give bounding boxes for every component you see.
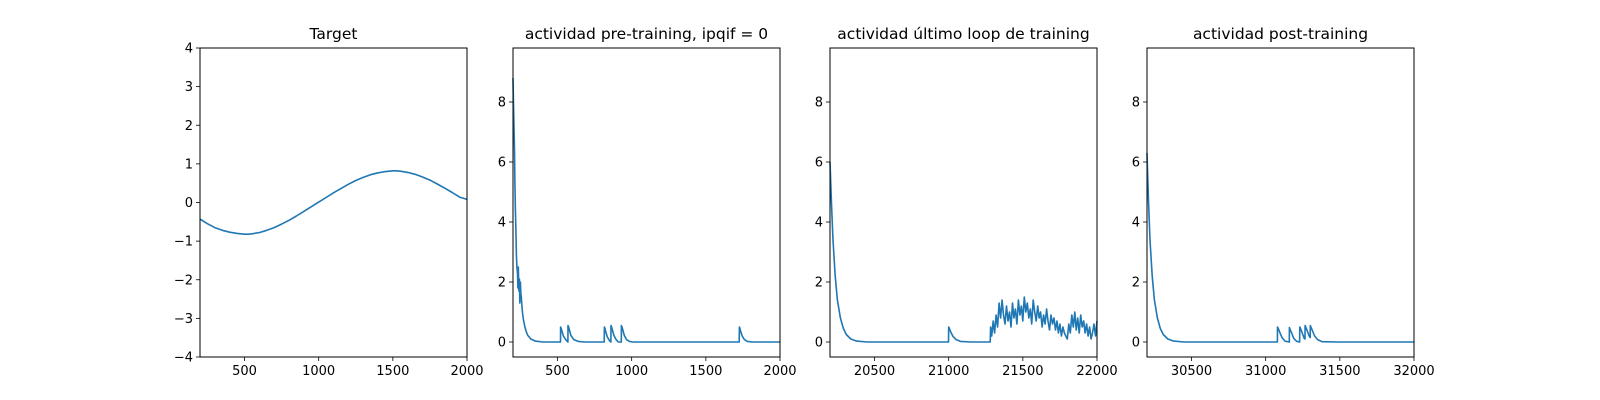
x-tick-label: 2000 (763, 364, 796, 379)
axes-frame (512, 47, 781, 358)
y-tick-label: 8 (498, 96, 506, 111)
axes-frame (829, 47, 1098, 358)
y-tick-label: −2 (174, 273, 193, 288)
x-tick-label: 1500 (689, 364, 722, 379)
y-tick-label: 4 (185, 42, 193, 57)
y-tick-label: 0 (185, 196, 193, 211)
y-tick-label: 1 (185, 157, 193, 172)
x-tick-label: 1000 (615, 364, 648, 379)
x-tick-label: 32000 (1393, 364, 1434, 379)
y-tick-label: −4 (174, 351, 193, 366)
panel-title: actividad pre-training, ipqif = 0 (525, 25, 768, 43)
x-tick-label: 31000 (1245, 364, 1286, 379)
y-tick-label: 0 (1132, 336, 1140, 351)
x-tick-label: 500 (232, 364, 257, 379)
y-tick-label: −3 (174, 312, 193, 327)
y-tick-label: 2 (815, 276, 823, 291)
x-tick-label: 21000 (928, 364, 969, 379)
y-tick-label: 2 (185, 119, 193, 134)
panel-title: Target (309, 25, 358, 43)
x-tick-label: 1000 (302, 364, 335, 379)
y-tick-label: 2 (498, 276, 506, 291)
y-tick-label: 6 (815, 156, 823, 171)
series-line-1 (512, 77, 780, 343)
y-tick-label: 4 (498, 216, 506, 231)
panel-title: actividad último loop de training (837, 25, 1089, 43)
x-tick-label: 2000 (450, 364, 483, 379)
y-tick-label: 0 (815, 336, 823, 351)
y-tick-label: 8 (1132, 96, 1140, 111)
x-tick-label: 20500 (854, 364, 895, 379)
x-tick-label: 22000 (1076, 364, 1117, 379)
y-tick-label: 6 (498, 156, 506, 171)
y-tick-label: 2 (1132, 276, 1140, 291)
x-tick-label: 1500 (376, 364, 409, 379)
series-line-1 (829, 161, 1098, 343)
axes-frame (1146, 47, 1415, 358)
y-tick-label: 6 (1132, 156, 1140, 171)
y-tick-label: 4 (815, 216, 823, 231)
x-tick-label: 500 (545, 364, 570, 379)
panel-4: actividad post-training 30500 31000 31500 32… (1132, 25, 1435, 379)
x-tick-label: 30500 (1171, 364, 1212, 379)
y-tick-label: 3 (185, 80, 193, 95)
y-tick-label: −1 (174, 235, 193, 250)
x-tick-label: 31500 (1319, 364, 1360, 379)
y-tick-label: 0 (498, 336, 506, 351)
series-line-1 (199, 170, 468, 235)
panel-1: Target 500 1000 1500 2000 −4 −3 −2 −1 0 1 2 3 4 (174, 25, 484, 379)
panel-3: actividad último loop de training 20500 21… (815, 25, 1118, 379)
panel-2: actividad pre-training, ipqif = 0 500 1000… (498, 25, 797, 379)
x-tick-label: 21500 (1002, 364, 1043, 379)
y-tick-label: 4 (1132, 216, 1140, 231)
y-tick-label: 8 (815, 96, 823, 111)
series-line-1 (1146, 152, 1414, 343)
panel-title: actividad post-training (1193, 25, 1368, 43)
